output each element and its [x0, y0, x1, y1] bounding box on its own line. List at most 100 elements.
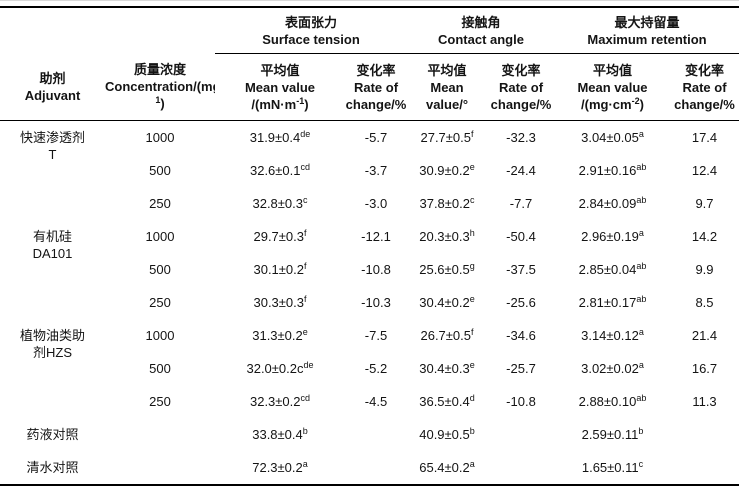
st-rate-cell: -4.5	[364, 393, 388, 409]
significance-superscript: -1	[296, 95, 305, 106]
mr-mean-cell: 3.14±0.12a	[581, 326, 644, 343]
ca-mean-cell: 37.8±0.2c	[419, 194, 475, 211]
ca-mean-cell: 30.9±0.2e	[419, 161, 475, 178]
mr-mean-cell: 3.02±0.02a	[581, 359, 644, 376]
table-row: 500 30.1±0.2f -10.8 25.6±0.5g -37.5 2.85±0.04…	[0, 253, 739, 286]
st-mean-cell: 30.1±0.2f	[253, 260, 307, 277]
st-mean-cell: 33.8±0.4b	[252, 425, 308, 442]
adjuvant-name: 快速渗透剂 T	[19, 130, 85, 162]
concentration-cell: 1000	[145, 228, 175, 244]
mr-mean-cell: 2.84±0.09ab	[578, 194, 647, 211]
significance-superscript: b	[469, 425, 475, 436]
mr-mean-cell: 2.85±0.04ab	[578, 260, 647, 277]
significance-superscript: c	[470, 194, 475, 205]
concentration-cell: 500	[149, 162, 171, 178]
significance-superscript: f	[304, 293, 307, 304]
significance-superscript: cd	[300, 161, 311, 172]
ca-mean-cell: 25.6±0.5g	[419, 260, 475, 277]
concentration-cell: 1000	[145, 129, 175, 145]
mr-rate-cell	[670, 451, 739, 485]
concentration-cell: 250	[149, 294, 171, 310]
significance-superscript: d	[469, 392, 475, 403]
significance-superscript: f	[471, 128, 474, 139]
table-row: 有机硅 DA101 1000 29.7±0.3f -12.1 20.3±0.3h -50.4…	[0, 220, 739, 261]
st-rate-cell: -7.5	[364, 327, 388, 343]
st-rate-cell	[345, 418, 407, 451]
mr-mean-cell: 2.88±0.10ab	[578, 392, 647, 409]
mr-rate-cell: 16.7	[691, 360, 718, 376]
ca-rate-cell: -25.6	[506, 294, 536, 310]
significance-superscript: e	[469, 161, 475, 172]
concentration-cell: 500	[149, 360, 171, 376]
adjuvant-effects-table: 表面张力 Surface tension 接触角 Contact angle 最大持…	[0, 6, 739, 486]
significance-superscript: f	[304, 227, 307, 238]
mr-rate-cell: 14.2	[691, 228, 718, 244]
ca-mean-cell: 26.7±0.5f	[420, 326, 474, 343]
mr-mean-cell: 1.65±0.11c	[581, 458, 644, 475]
mr-rate-cell	[670, 418, 739, 451]
significance-superscript: c	[638, 458, 644, 469]
significance-superscript: -1	[155, 95, 161, 106]
control-name: 清水对照	[26, 459, 79, 475]
significance-superscript: e	[469, 359, 475, 370]
ca-rate-cell	[487, 418, 555, 451]
ca-mean-cell: 65.4±0.2a	[419, 458, 475, 475]
st-rate-cell: -3.7	[364, 162, 388, 178]
table-header: 表面张力 Surface tension 接触角 Contact angle 最大持…	[0, 7, 739, 121]
ca-rate-cell: -7.7	[509, 195, 533, 211]
ca-mean-cell: 27.7±0.5f	[420, 128, 474, 145]
significance-superscript: ab	[636, 161, 647, 172]
concentration-cell: 250	[149, 195, 171, 211]
group-header-maximum-retention: 最大持留量 Maximum retention	[555, 7, 739, 54]
st-mean-cell: 29.7±0.3f	[253, 227, 307, 244]
significance-superscript: cd	[300, 392, 311, 403]
significance-superscript: ab	[636, 293, 647, 304]
adjuvant-name: 植物油类助 剂HZS	[19, 328, 85, 360]
ca-mean-cell: 30.4±0.3e	[419, 359, 475, 376]
significance-superscript: b	[302, 425, 308, 436]
st-mean-cell: 32.8±0.3c	[252, 194, 308, 211]
table-row: 清水对照 72.3±0.2a 65.4±0.2a 1.65±0.11c	[0, 451, 739, 485]
ca-rate-cell: -50.4	[506, 228, 536, 244]
mr-mean-cell: 3.04±0.05a	[581, 128, 644, 145]
column-header-mr-rate: 变化率 Rate of change/%	[670, 53, 739, 121]
ca-mean-cell: 36.5±0.4d	[419, 392, 475, 409]
significance-superscript: de	[303, 359, 314, 370]
significance-superscript: a	[302, 458, 308, 469]
significance-superscript: g	[469, 260, 475, 271]
st-mean-cell: 32.3±0.2cd	[249, 392, 311, 409]
ca-mean-cell: 30.4±0.2e	[419, 293, 475, 310]
concentration-cell	[105, 418, 215, 451]
mr-mean-cell: 2.81±0.17ab	[578, 293, 647, 310]
st-rate-cell: -12.1	[361, 228, 391, 244]
mr-rate-cell: 17.4	[691, 129, 718, 145]
ca-mean-cell: 40.9±0.5b	[419, 425, 475, 442]
st-mean-cell: 32.0±0.2cde	[246, 359, 314, 376]
concentration-cell: 1000	[145, 327, 175, 343]
table-row: 250 32.3±0.2cd -4.5 36.5±0.4d -10.8 2.88±0.10…	[0, 385, 739, 418]
st-mean-cell: 72.3±0.2a	[252, 458, 308, 475]
table-body: 快速渗透剂 T 1000 31.9±0.4de -5.7 27.7±0.5f -32.3 3.…	[0, 121, 739, 486]
significance-superscript: f	[304, 260, 307, 271]
column-header-ca-rate: 变化率 Rate of change/%	[487, 53, 555, 121]
significance-superscript: a	[469, 458, 475, 469]
mr-mean-cell: 2.59±0.11b	[581, 425, 644, 442]
st-mean-cell: 32.6±0.1cd	[249, 161, 311, 178]
concentration-cell	[105, 451, 215, 485]
significance-superscript: e	[469, 293, 475, 304]
column-header-st-mean: 平均值 Mean value/(mN·m-1)	[215, 53, 345, 121]
concentration-cell: 500	[149, 261, 171, 277]
st-rate-cell: -10.8	[361, 261, 391, 277]
table-row: 250 30.3±0.3f -10.3 30.4±0.2e -25.6 2.81±0.17…	[0, 286, 739, 319]
st-mean-cell: 31.9±0.4de	[249, 128, 311, 145]
table-row: 快速渗透剂 T 1000 31.9±0.4de -5.7 27.7±0.5f -32.3 3.…	[0, 121, 739, 162]
significance-superscript: ab	[636, 194, 647, 205]
significance-superscript: b	[638, 425, 644, 436]
st-rate-cell: -3.0	[364, 195, 388, 211]
column-header-st-rate: 变化率 Rate of change/%	[345, 53, 407, 121]
column-header-mr-mean: 平均值 Mean value/(mg·cm-2)	[555, 53, 670, 121]
mr-rate-cell: 9.9	[695, 261, 714, 277]
